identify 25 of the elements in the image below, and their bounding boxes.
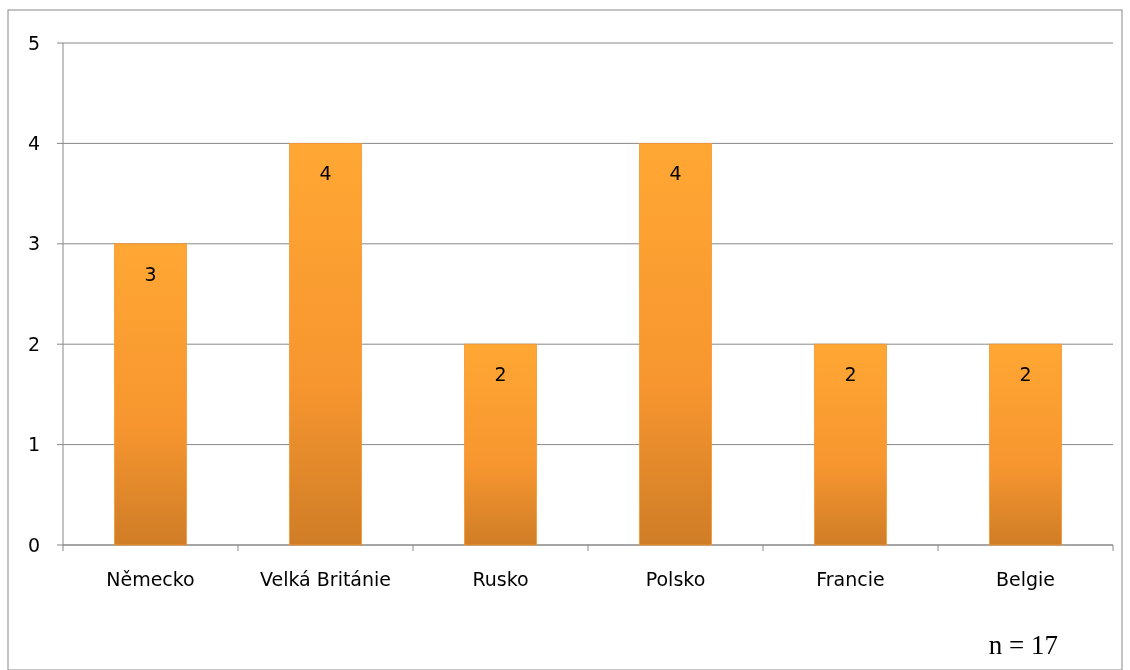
bar [989, 343, 1062, 546]
data-label: 2 [494, 363, 507, 386]
x-tick-label: Německo [106, 568, 195, 590]
x-tick-label: Francie [816, 568, 885, 590]
x-tick-label: Rusko [472, 568, 529, 590]
bar [289, 143, 362, 546]
y-tick-label: 2 [27, 332, 41, 355]
x-tick-label: Velká Británie [259, 568, 392, 590]
bar [814, 343, 887, 546]
data-label: 3 [144, 262, 157, 285]
x-tick-label: Polsko [645, 568, 706, 590]
y-tick-label: 5 [27, 31, 41, 54]
bar [114, 243, 187, 546]
y-tick-label: 1 [27, 433, 41, 456]
data-label: 4 [319, 162, 332, 185]
bar [639, 143, 712, 546]
data-label: 2 [1019, 363, 1032, 386]
y-tick-label: 3 [27, 232, 41, 255]
y-tick-label: 4 [27, 132, 41, 155]
y-tick-label: 0 [27, 533, 41, 556]
x-tick-label: Belgie [995, 568, 1056, 590]
text: n = 17 [988, 630, 1058, 660]
data-label: 2 [844, 363, 857, 386]
data-label: 4 [669, 162, 682, 185]
bar [464, 343, 537, 546]
